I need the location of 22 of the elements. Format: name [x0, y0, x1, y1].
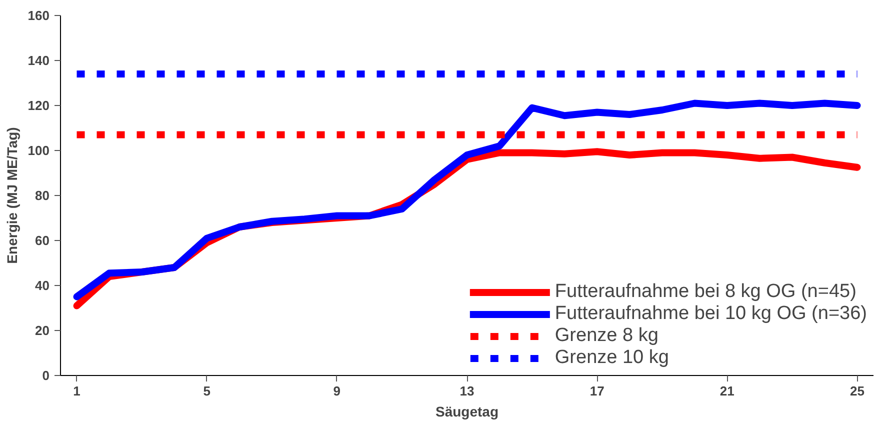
x-tick-label: 25	[850, 384, 864, 398]
y-tick-label: 80	[35, 188, 50, 203]
x-axis-title: Säugetag	[435, 404, 499, 420]
y-tick-label: 60	[35, 233, 50, 248]
y-tick-label: 140	[28, 53, 50, 68]
x-tick-label: 9	[333, 384, 341, 398]
x-tick-label: 17	[590, 384, 604, 398]
y-axis-title: Energie (MJ ME/Tag)	[4, 127, 20, 264]
y-tick-label: 100	[28, 143, 50, 158]
x-tick-label: 5	[203, 384, 210, 398]
legend-label: Futteraufnahme bei 10 kg OG (n=36)	[554, 303, 867, 325]
y-tick-label: 160	[28, 8, 50, 23]
y-tick-label: 0	[42, 368, 50, 383]
x-tick-label: 13	[460, 384, 474, 398]
y-tick-label: 20	[35, 323, 50, 338]
legend-label: Grenze 8 kg	[554, 325, 658, 347]
x-tick-label: 21	[720, 384, 734, 398]
y-tick-label: 40	[35, 278, 50, 293]
legend-label: Grenze 10 kg	[554, 347, 669, 369]
legend-label: Futteraufnahme bei 8 kg OG (n=45)	[554, 281, 856, 303]
y-tick-label: 120	[28, 98, 50, 113]
x-tick-label: 1	[73, 384, 80, 398]
